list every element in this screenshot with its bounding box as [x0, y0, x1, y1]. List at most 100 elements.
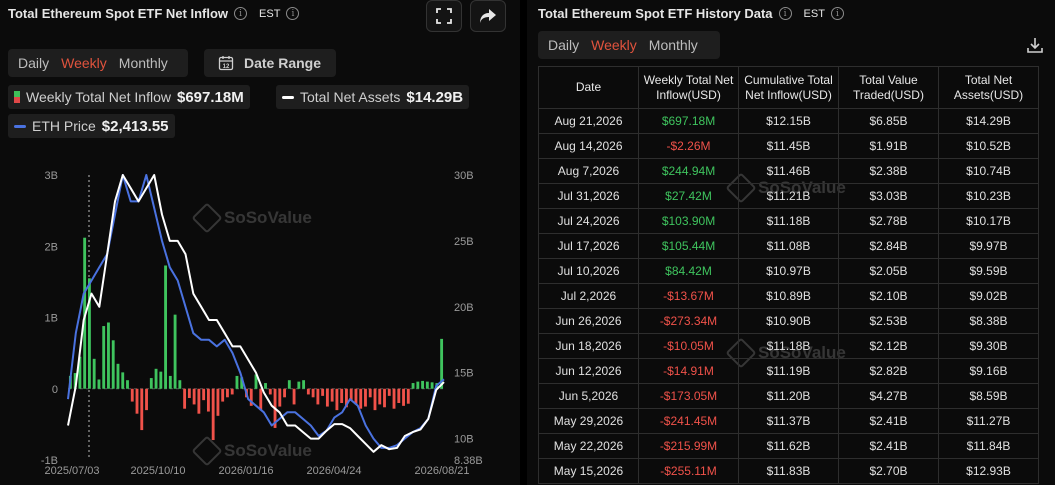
inflow-bar	[297, 381, 301, 389]
inflow-bar	[78, 356, 82, 389]
inflow-bar	[425, 381, 429, 389]
date-range-button[interactable]: 12 Date Range	[204, 49, 336, 77]
col-value-traded[interactable]: Total Value Traded(USD)	[838, 66, 939, 109]
legend-inflow-value: $697.18M	[177, 88, 244, 106]
tab-monthly[interactable]: Monthly	[118, 55, 168, 71]
assets-cell: $12.93B	[938, 458, 1039, 484]
table-row[interactable]: Aug 7,2026 $244.94M $11.46B $2.38B $10.74B	[538, 158, 1039, 184]
inflow-bar	[392, 388, 396, 409]
col-net-assets[interactable]: Total Net Assets(USD)	[938, 66, 1039, 109]
inflow-bar	[278, 388, 282, 407]
cumulative-cell: $10.90B	[738, 308, 839, 334]
table-row[interactable]: Jul 17,2026 $105.44M $11.08B $2.84B $9.97B	[538, 233, 1039, 259]
table-row[interactable]: May 29,2026 -$241.45M $11.37B $2.41B $11.27B	[538, 408, 1039, 434]
inflow-bar	[311, 388, 315, 398]
inflow-bar	[316, 388, 320, 405]
inflow-bar	[387, 388, 391, 396]
inflow-bar	[187, 388, 191, 399]
x-tick-label: 2026/01/16	[218, 465, 273, 477]
inflow-bar	[73, 373, 77, 389]
col-weekly-inflow[interactable]: Weekly Total Net Inflow(USD)	[638, 66, 739, 109]
table-row[interactable]: May 15,2026 -$255.11M $11.83B $2.70B $12.93B	[538, 458, 1039, 484]
date-cell: Aug 14,2026	[538, 133, 639, 159]
inflow-bar	[211, 388, 215, 441]
assets-cell: $9.16B	[938, 358, 1039, 384]
inflow-bar	[402, 388, 405, 406]
table-row[interactable]: Jul 31,2026 $27.42M $11.21B $3.03B $10.23B	[538, 183, 1039, 209]
inflow-bar	[130, 388, 134, 402]
table-row[interactable]: Jun 26,2026 -$273.34M $10.90B $2.53B $8.38B	[538, 308, 1039, 334]
inflow-bar	[421, 380, 425, 389]
tab-monthly[interactable]: Monthly	[648, 37, 698, 53]
col-date[interactable]: Date	[538, 66, 639, 109]
inflow-bar	[306, 388, 310, 395]
y-left-tick-label: -1B	[41, 455, 58, 467]
legend-assets[interactable]: Total Net Assets $14.29B	[276, 85, 470, 109]
inflow-bar	[249, 388, 253, 406]
share-button[interactable]	[470, 0, 506, 32]
info-icon[interactable]: i	[234, 7, 248, 20]
traded-cell: $2.12B	[838, 333, 939, 359]
inflow-cell: -$215.99M	[638, 433, 739, 459]
legend-inflow[interactable]: Weekly Total Net Inflow $697.18M	[8, 85, 250, 109]
inflow-bar	[116, 363, 120, 389]
col-cumulative-inflow[interactable]: Cumulative Total Net Inflow(USD)	[738, 66, 839, 109]
table-row[interactable]: Aug 21,2026 $697.18M $12.15B $6.85B $14.29B	[538, 108, 1039, 134]
date-cell: Jun 12,2026	[538, 358, 639, 384]
y-left-tick-label: 3B	[45, 170, 58, 182]
date-range-label: Date Range	[244, 55, 322, 71]
history-header: Total Ethereum Spot ETF History Data i E…	[538, 6, 844, 21]
date-cell: May 22,2026	[538, 433, 639, 459]
inflow-bar	[406, 388, 410, 404]
inflow-bar	[416, 381, 420, 389]
legend-assets-value: $14.29B	[406, 88, 464, 106]
table-row[interactable]: Jul 10,2026 $84.42M $10.97B $2.05B $9.59B	[538, 258, 1039, 284]
inflow-bar	[206, 388, 210, 412]
date-cell: Jun 5,2026	[538, 383, 639, 409]
table-row[interactable]: May 22,2026 -$215.99M $11.62B $2.41B $11.84B	[538, 433, 1039, 459]
table-row[interactable]: Aug 14,2026 -$2.26M $11.45B $1.91B $10.52B	[538, 133, 1039, 159]
table-row[interactable]: Jul 2,2026 -$13.67M $10.89B $2.10B $9.02B	[538, 283, 1039, 309]
inflow-bar	[83, 237, 87, 389]
tab-weekly[interactable]: Weekly	[591, 37, 637, 53]
history-title: Total Ethereum Spot ETF History Data	[538, 6, 773, 21]
assets-cell: $10.17B	[938, 208, 1039, 234]
assets-cell: $9.97B	[938, 233, 1039, 259]
inflow-chart[interactable]: 3B 2B 1B 0 -1B 30B 25B 20B 15B 10B 8.38B 2025/07/03…	[0, 160, 520, 485]
legend-eth-price[interactable]: ETH Price $2,413.55	[8, 114, 175, 138]
inflow-cell: -$14.91M	[638, 358, 739, 384]
table-row[interactable]: Jun 12,2026 -$14.91M $11.19B $2.82B $9.16B	[538, 358, 1039, 384]
table-row[interactable]: Jul 24,2026 $103.90M $11.18B $2.78B $10.17B	[538, 208, 1039, 234]
table-row[interactable]: Jun 18,2026 -$10.05M $11.18B $2.12B $9.30B	[538, 333, 1039, 359]
inflow-cell: -$173.05M	[638, 383, 739, 409]
table-body: Aug 21,2026 $697.18M $12.15B $6.85B $14.29B A…	[538, 108, 1039, 484]
inflow-cell: -$255.11M	[638, 458, 739, 484]
inflow-bar	[254, 374, 258, 389]
sosovalue-logo-icon	[191, 435, 223, 467]
tab-daily[interactable]: Daily	[18, 55, 50, 71]
tab-weekly[interactable]: Weekly	[61, 55, 107, 71]
fullscreen-button[interactable]	[426, 0, 462, 32]
sosovalue-logo-icon	[191, 202, 223, 234]
inflow-bar	[121, 372, 125, 389]
download-button[interactable]	[1026, 36, 1044, 59]
info-icon[interactable]: i	[778, 7, 792, 20]
inflow-bar	[325, 388, 329, 407]
date-cell: Aug 21,2026	[538, 108, 639, 134]
timezone-info-icon[interactable]: i	[286, 7, 300, 20]
inflow-cell: -$273.34M	[638, 308, 739, 334]
cumulative-cell: $11.37B	[738, 408, 839, 434]
inflow-bar	[164, 265, 167, 389]
calendar-day-text: 12	[223, 64, 230, 70]
cumulative-cell: $11.19B	[738, 358, 839, 384]
cumulative-cell: $11.08B	[738, 233, 839, 259]
inflow-bar	[287, 380, 291, 389]
traded-cell: $2.10B	[838, 283, 939, 309]
inflow-bar	[92, 358, 96, 389]
tab-daily[interactable]: Daily	[548, 37, 580, 53]
inflow-bar	[259, 388, 263, 411]
table-row[interactable]: Jun 5,2026 -$173.05M $11.20B $4.27B $8.59B	[538, 383, 1039, 409]
timezone-info-icon[interactable]: i	[830, 7, 844, 20]
x-tick-label: 2025/07/03	[44, 465, 99, 477]
inflow-bar	[183, 388, 187, 409]
